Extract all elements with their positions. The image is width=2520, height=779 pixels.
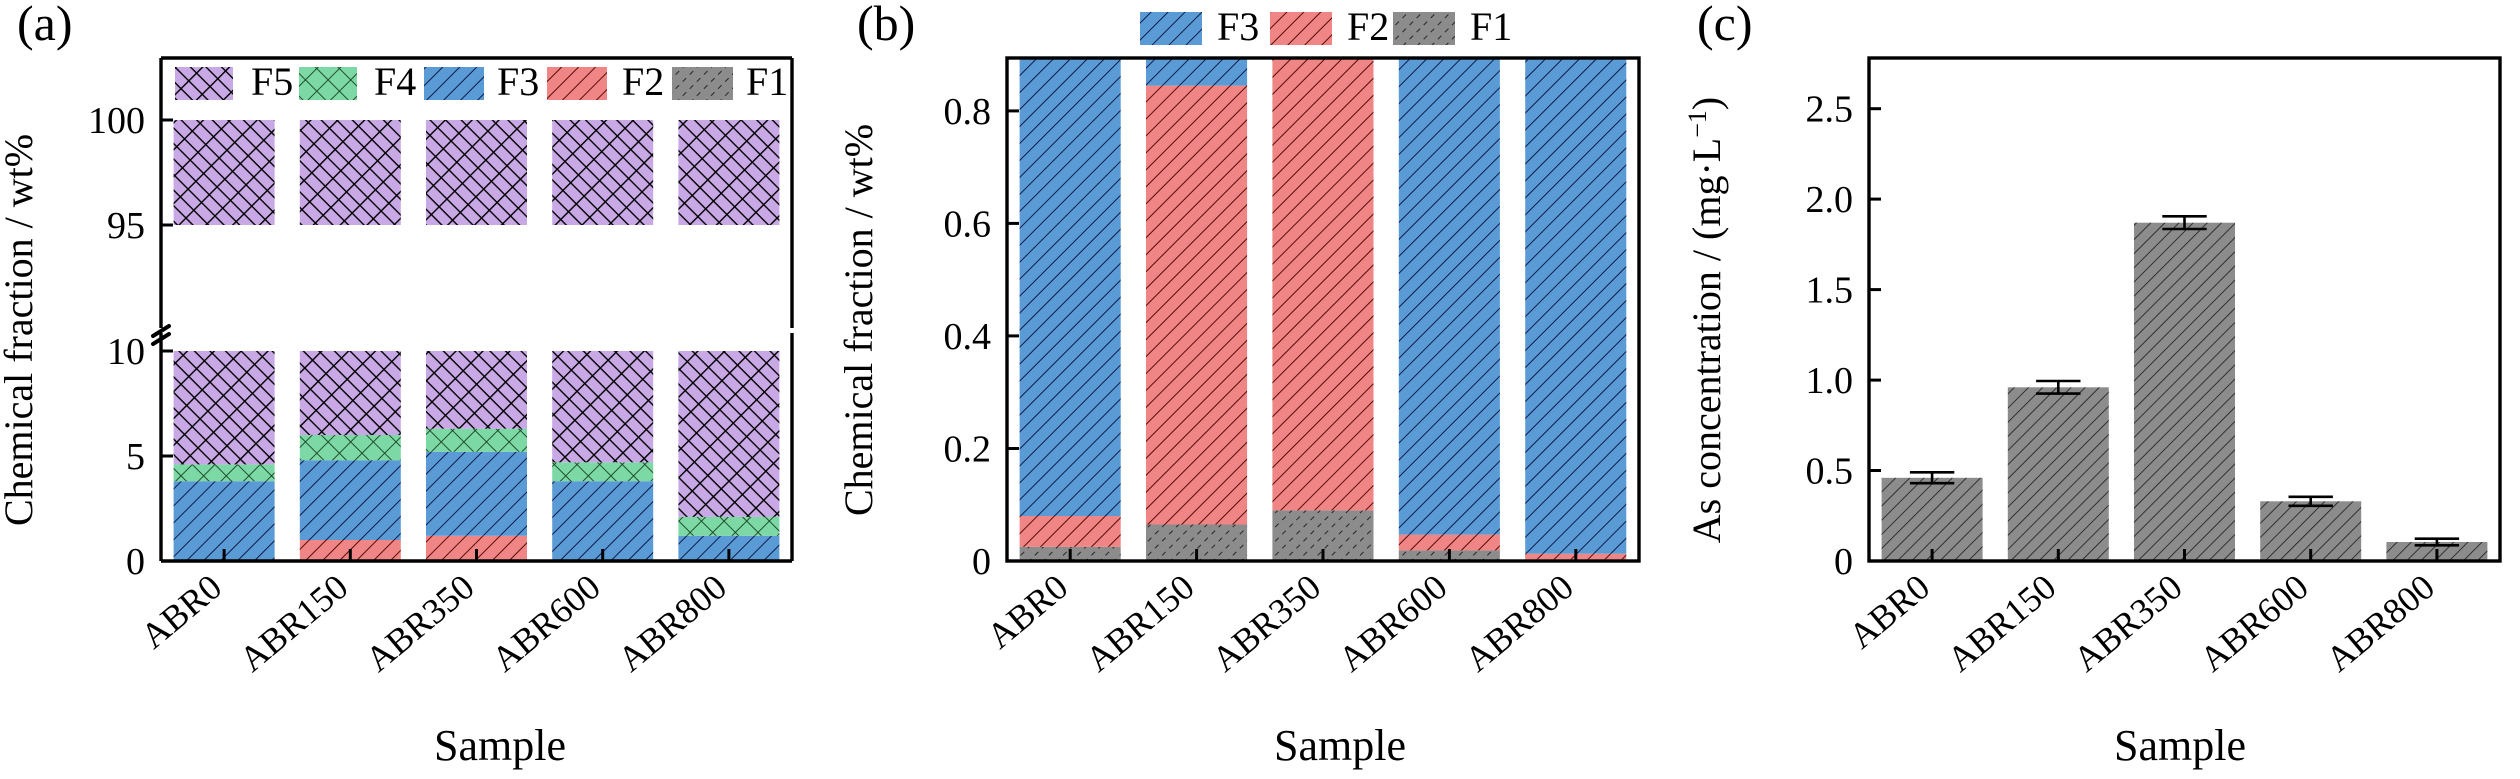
svg-text:(b): (b) (857, 0, 915, 51)
svg-text:0: 0 (1834, 541, 1853, 583)
svg-text:0.5: 0.5 (1806, 451, 1854, 493)
svg-text:ABR800: ABR800 (610, 566, 734, 679)
svg-text:ABR600: ABR600 (1331, 566, 1455, 679)
svg-text:F3: F3 (1217, 4, 1259, 49)
svg-text:10: 10 (107, 331, 145, 373)
svg-text:ABR800: ABR800 (1457, 566, 1581, 679)
svg-text:ABR350: ABR350 (358, 566, 482, 679)
svg-text:ABR600: ABR600 (2192, 566, 2316, 679)
svg-text:5: 5 (126, 436, 145, 478)
svg-text:Chemical fraction / wt%: Chemical fraction / wt% (0, 134, 41, 526)
svg-text:F5: F5 (251, 59, 293, 104)
svg-text:ABR150: ABR150 (1078, 566, 1202, 679)
svg-text:95: 95 (107, 205, 145, 247)
svg-text:F2: F2 (1347, 4, 1389, 49)
svg-text:Chemical fraction / wt%: Chemical fraction / wt% (840, 124, 881, 516)
svg-text:F3: F3 (497, 59, 539, 104)
svg-text:0: 0 (126, 541, 145, 583)
svg-text:2.0: 2.0 (1806, 179, 1854, 221)
svg-text:Sample: Sample (2114, 721, 2246, 770)
svg-text:F1: F1 (1470, 4, 1512, 49)
svg-text:(c): (c) (1697, 0, 1753, 51)
svg-text:Sample: Sample (434, 721, 566, 770)
svg-text:ABR150: ABR150 (1940, 566, 2064, 679)
svg-text:F4: F4 (374, 59, 416, 104)
svg-text:ABR350: ABR350 (2066, 566, 2190, 679)
svg-text:Sample: Sample (1274, 721, 1406, 770)
svg-text:ABR800: ABR800 (2318, 566, 2442, 679)
svg-text:ABR350: ABR350 (1204, 566, 1328, 679)
svg-text:2.5: 2.5 (1806, 89, 1854, 131)
svg-text:As concentration / (mg·L−1): As concentration / (mg·L−1) (1683, 97, 1730, 543)
svg-text:(a): (a) (17, 0, 73, 51)
svg-text:1.5: 1.5 (1806, 270, 1854, 312)
svg-text:0: 0 (972, 541, 991, 583)
svg-text:0.4: 0.4 (944, 316, 992, 358)
svg-text:ABR0: ABR0 (133, 566, 229, 656)
svg-text:0.8: 0.8 (944, 91, 992, 133)
svg-text:0.2: 0.2 (944, 429, 992, 471)
svg-text:1.0: 1.0 (1806, 360, 1854, 402)
svg-text:ABR0: ABR0 (1841, 566, 1937, 656)
svg-text:F2: F2 (622, 59, 664, 104)
svg-text:0.6: 0.6 (944, 203, 992, 245)
svg-text:ABR0: ABR0 (979, 566, 1075, 656)
svg-text:F1: F1 (746, 59, 788, 104)
svg-text:ABR600: ABR600 (484, 566, 608, 679)
svg-text:100: 100 (88, 100, 145, 142)
svg-text:ABR150: ABR150 (232, 566, 356, 679)
